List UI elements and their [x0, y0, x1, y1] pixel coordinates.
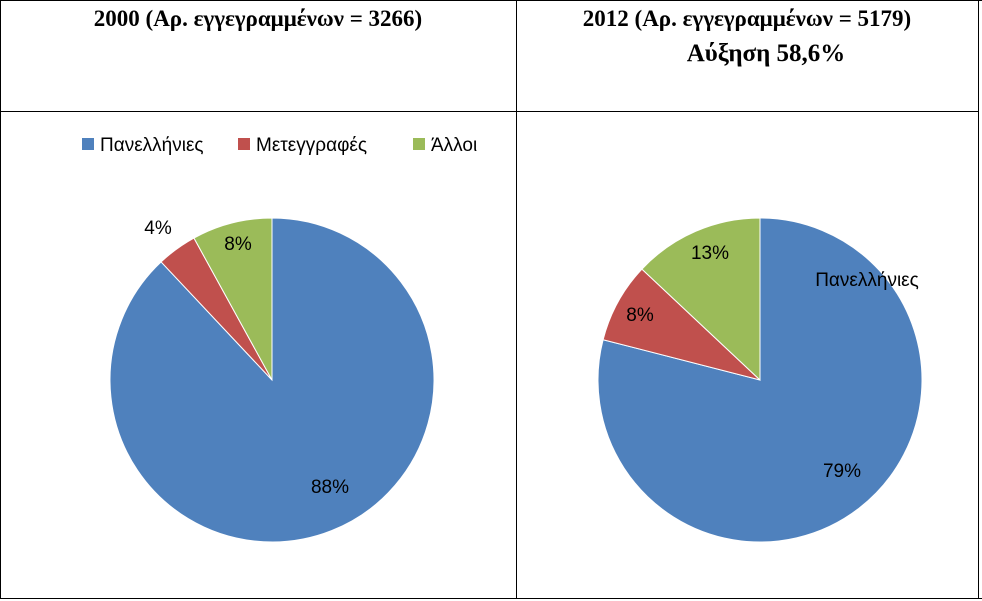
left-header-title: 2000 (Αρ. εγγεγραμμένων = 3266) [93, 6, 423, 31]
right-header-subtitle: Αύξηση 58,6% [686, 40, 846, 67]
table-border-bottom [0, 598, 982, 599]
legend-swatch-2 [413, 138, 425, 150]
pie1-data-label-0: 88% [311, 477, 349, 498]
pie2-data-label-1: 8% [626, 305, 654, 326]
table-border-top [0, 0, 982, 1]
legend-label-2: Άλλοι [431, 135, 477, 156]
pie2-data-label-0: 79% [823, 461, 861, 482]
table-border-right [978, 0, 979, 599]
pie2-annotation-label: Πανελλήνιες [815, 270, 919, 291]
pie1-data-label-2: 8% [224, 234, 252, 255]
pie1-data-label-1: 4% [144, 218, 172, 239]
table-divider-vertical [516, 0, 517, 599]
right-header-title: 2012 (Αρ. εγγεγραμμένων = 5179) [582, 6, 912, 31]
legend-label-1: Μετεγγραφές [256, 135, 367, 156]
legend-swatch-1 [238, 138, 250, 150]
pie2-slice-2 [641, 217, 761, 382]
pie1-slice-2 [193, 217, 273, 381]
pie2-data-label-2: 13% [691, 243, 729, 264]
table-border-left [0, 0, 1, 599]
table-divider-horizontal [0, 111, 979, 112]
legend-label-0: Πανελλήνιες [100, 135, 204, 156]
legend-swatch-0 [82, 138, 94, 150]
